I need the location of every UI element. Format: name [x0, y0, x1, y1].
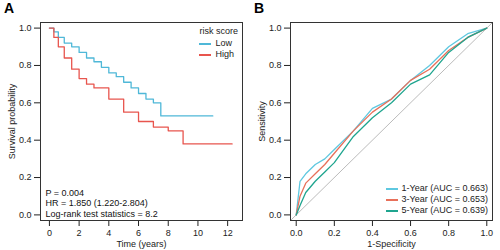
svg-text:Survival probability: Survival probability [7, 83, 17, 159]
svg-text:0.8: 0.8 [269, 60, 282, 70]
svg-text:0.2: 0.2 [269, 172, 282, 182]
svg-text:Sensitivity: Sensitivity [257, 101, 267, 142]
svg-text:0.6: 0.6 [404, 228, 417, 238]
svg-text:1.0: 1.0 [481, 228, 494, 238]
svg-text:0.8: 0.8 [19, 60, 32, 70]
svg-text:0.2: 0.2 [328, 228, 341, 238]
html-text:1-Year (AUC = 0.663): 1-Year (AUC = 0.663) [401, 183, 488, 193]
svg-text:0: 0 [47, 228, 52, 238]
svg-text:4: 4 [106, 228, 111, 238]
svg-text:0.6: 0.6 [269, 98, 282, 108]
svg-text:0.0: 0.0 [19, 210, 32, 220]
html-text:5-Year (AUC = 0.639): 5-Year (AUC = 0.639) [401, 205, 488, 215]
svg-text:1.0: 1.0 [269, 23, 282, 33]
svg-text:Time (years): Time (years) [116, 239, 166, 249]
html-text:B: B [254, 0, 265, 16]
html-text:risk score: risk score [199, 26, 238, 36]
svg-text:1-Specificity: 1-Specificity [367, 239, 416, 249]
svg-text:8: 8 [166, 228, 171, 238]
svg-text:1.0: 1.0 [19, 23, 32, 33]
svg-text:0.6: 0.6 [19, 98, 32, 108]
svg-text:0.4: 0.4 [269, 135, 282, 145]
html-text:3-Year (AUC = 0.653): 3-Year (AUC = 0.653) [401, 194, 488, 204]
html-text:A: A [4, 0, 15, 16]
svg-text:10: 10 [193, 228, 203, 238]
svg-text:0.4: 0.4 [19, 135, 32, 145]
svg-text:0.8: 0.8 [442, 228, 455, 238]
svg-text:0.2: 0.2 [19, 172, 32, 182]
svg-text:6: 6 [136, 228, 141, 238]
svg-text:2: 2 [77, 228, 82, 238]
html-text:Low: Low [215, 38, 232, 48]
html-text:High: High [215, 49, 234, 59]
svg-text:P = 0.004HR = 1.850 (1.220-2.8: P = 0.004HR = 1.850 (1.220-2.804)Log-ran… [46, 188, 158, 219]
svg-text:0.4: 0.4 [366, 228, 379, 238]
svg-text:0.0: 0.0 [290, 228, 303, 238]
svg-text:12: 12 [223, 228, 233, 238]
svg-text:0.0: 0.0 [269, 210, 282, 220]
